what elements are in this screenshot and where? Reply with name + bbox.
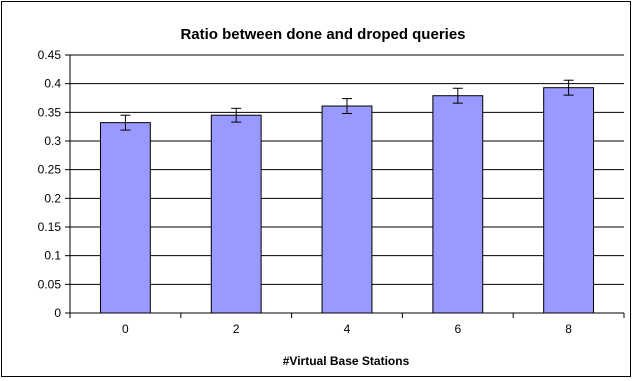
x-tick-label: 4: [344, 322, 351, 336]
error-bar: [231, 107, 242, 123]
y-tick-label: 0.05: [38, 277, 62, 291]
y-tick-label: 0.25: [38, 163, 62, 177]
y-tick-label: 0.1: [44, 249, 61, 263]
error-bars: [120, 79, 574, 131]
bar: [432, 95, 484, 314]
x-tick-label: 6: [454, 322, 461, 336]
bars: [99, 87, 595, 314]
y-tick-labels: 0 0.05 0.1 0.15 0.2 0.25 0.3 0.35 0.4 0.45: [38, 48, 62, 320]
y-tick-label: 0.2: [44, 191, 61, 205]
x-tick-label: 8: [565, 322, 572, 336]
y-tick-label: 0.45: [38, 48, 62, 62]
axes: [65, 54, 625, 318]
error-bar: [120, 114, 131, 131]
bar: [99, 122, 151, 314]
bar: [321, 105, 373, 314]
error-bar: [563, 79, 574, 96]
y-tick-label: 0.3: [44, 134, 61, 148]
bar: [210, 114, 262, 314]
x-tick-labels: 0 2 4 6 8: [122, 322, 572, 336]
y-tick-label: 0.15: [38, 220, 62, 234]
chart-title: Ratio between done and droped queries: [180, 26, 465, 43]
y-tick-label: 0.4: [44, 77, 61, 91]
y-tick-label: 0: [54, 306, 61, 320]
x-axis-title: #Virtual Base Stations: [283, 354, 410, 368]
bar: [543, 87, 595, 314]
error-bar: [342, 98, 352, 114]
x-tick-label: 2: [233, 322, 240, 336]
y-tick-label: 0.35: [38, 105, 62, 119]
error-bar: [452, 87, 463, 104]
x-tick-label: 0: [122, 322, 129, 336]
